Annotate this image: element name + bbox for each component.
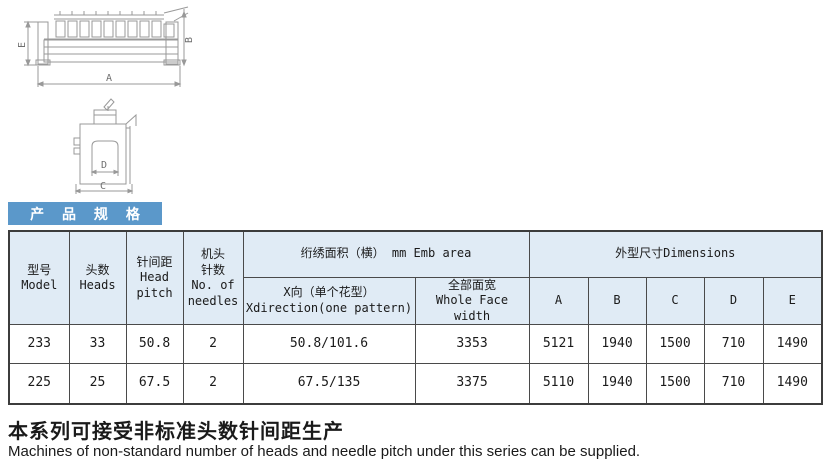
cell-dim-d: 710 bbox=[703, 363, 764, 405]
cell-needles: 2 bbox=[182, 363, 244, 405]
header-row-1: 型号 Model 头数 Heads 针间距 Head pitch 机头 针数 N… bbox=[8, 230, 823, 326]
side-dim-label-c: C bbox=[100, 181, 106, 192]
side-dim-label-d: D bbox=[101, 160, 107, 171]
front-dim-label-e: E bbox=[17, 42, 28, 48]
front-view-svg: E B A bbox=[17, 6, 192, 87]
spec-row-model-225: 225 25 67.5 2 67.5/135 3375 5110 1940 15… bbox=[8, 363, 823, 405]
header-whole-face: 全部面宽 Whole Face width bbox=[414, 276, 530, 326]
cell-whole-face: 3353 bbox=[414, 324, 530, 365]
machine-side-view-drawing: D C bbox=[64, 96, 149, 196]
header-heads: 头数 Heads bbox=[68, 230, 127, 326]
cell-dim-d: 710 bbox=[703, 324, 764, 365]
spec-table: 型号 Model 头数 Heads 针间距 Head pitch 机头 针数 N… bbox=[8, 230, 824, 405]
cell-x-direction: 50.8/101.6 bbox=[242, 324, 416, 365]
machine-front-view-drawing: E B A bbox=[14, 2, 192, 94]
cell-model: 233 bbox=[8, 324, 70, 365]
cell-dim-e: 1490 bbox=[762, 363, 823, 405]
cell-whole-face: 3375 bbox=[414, 363, 530, 405]
cell-heads: 33 bbox=[68, 324, 127, 365]
cell-needles: 2 bbox=[182, 324, 244, 365]
header-dim-b: B bbox=[587, 276, 647, 326]
front-dim-label-a: A bbox=[106, 73, 112, 84]
cell-dim-a: 5121 bbox=[528, 324, 589, 365]
cell-dim-a: 5110 bbox=[528, 363, 589, 405]
cell-dim-b: 1940 bbox=[587, 324, 647, 365]
header-dim-c: C bbox=[645, 276, 705, 326]
header-dim-d: D bbox=[703, 276, 764, 326]
side-view-svg: D C bbox=[73, 98, 137, 194]
cell-x-direction: 67.5/135 bbox=[242, 363, 416, 405]
cell-heads: 25 bbox=[68, 363, 127, 405]
header-dimensions: 外型尺寸Dimensions bbox=[528, 230, 823, 278]
product-spec-banner: 产 品 规 格 bbox=[8, 202, 162, 225]
header-dim-e: E bbox=[762, 276, 823, 326]
note-chinese: 本系列可接受非标准头数针间距生产 bbox=[8, 421, 344, 443]
cell-pitch: 50.8 bbox=[125, 324, 184, 365]
header-x-direction: X向（单个花型） Xdirection(one pattern) bbox=[242, 276, 416, 326]
spec-row-model-233: 233 33 50.8 2 50.8/101.6 3353 5121 1940 … bbox=[8, 324, 823, 365]
header-needles: 机头 针数 No. of needles bbox=[182, 230, 244, 326]
header-dim-a: A bbox=[528, 276, 589, 326]
cell-dim-e: 1490 bbox=[762, 324, 823, 365]
cell-pitch: 67.5 bbox=[125, 363, 184, 405]
cell-dim-b: 1940 bbox=[587, 363, 647, 405]
front-dim-label-b: B bbox=[184, 37, 192, 43]
cell-dim-c: 1500 bbox=[645, 324, 705, 365]
cell-dim-c: 1500 bbox=[645, 363, 705, 405]
header-emb-area: 绗绣面积（横） mm Emb area bbox=[242, 230, 530, 278]
header-model: 型号 Model bbox=[8, 230, 70, 326]
cell-model: 225 bbox=[8, 363, 70, 405]
note-english: Machines of non-standard number of heads… bbox=[8, 443, 641, 460]
header-head-pitch: 针间距 Head pitch bbox=[125, 230, 184, 326]
